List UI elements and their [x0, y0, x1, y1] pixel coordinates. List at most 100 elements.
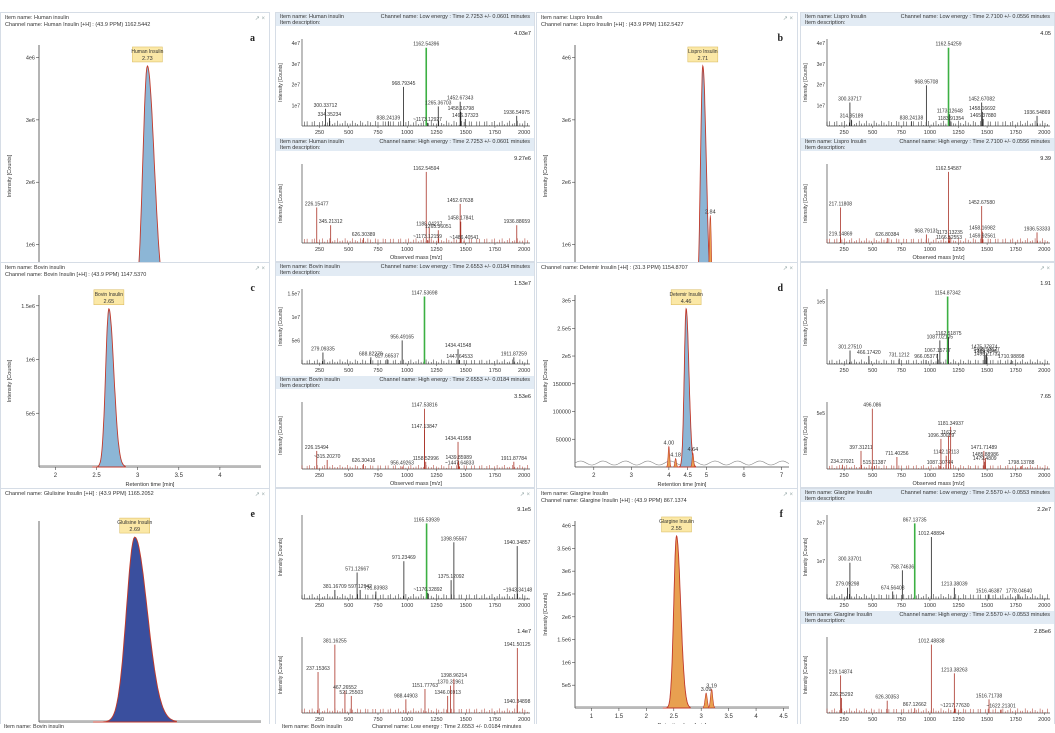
panel-window-controls-icon[interactable]: ↗ ×: [782, 266, 793, 272]
x-tick-label: 1000: [924, 717, 936, 723]
x-tick-label: 2000: [518, 247, 530, 253]
peak-mz-label: 226.25292: [830, 692, 854, 698]
minor-peak-label: 3.09: [701, 687, 712, 693]
peak-retention-time: 2.55: [671, 526, 682, 532]
main-peak: [676, 307, 696, 468]
x-tick-label: 2000: [1038, 130, 1050, 136]
y-tick-label: 3e6: [562, 118, 571, 124]
y-axis-label: Intensity [Counts]: [543, 593, 549, 636]
y-tick-label: 3e6: [562, 569, 571, 575]
x-tick-label: 2: [592, 473, 596, 479]
max-intensity-label: 9.27e6: [514, 156, 531, 162]
x-tick-label: 500: [344, 247, 353, 253]
peak-mz-label: 1012.48894: [918, 531, 945, 537]
peak-mz-label: 956.49263: [390, 461, 414, 467]
spectrum-item-name: Item name: Human insulin: [280, 139, 344, 145]
x-tick-label: 1250: [952, 717, 964, 723]
panel-window-controls-icon[interactable]: ↗ ×: [1039, 266, 1050, 272]
peak-mz-label: 1398.96214: [441, 673, 468, 679]
y-tick-label: 3e6: [26, 118, 35, 124]
y-tick-label: 1e6: [26, 358, 35, 364]
peak-mz-label: 1479.4809: [973, 456, 997, 462]
x-tick-label: 500: [344, 473, 353, 479]
spectrum-plot: 1e7 2e7 3e7 4e7 250 500 750 1000 1250 1500 1750 200…: [803, 39, 1050, 136]
peak-mz-label: 1346.06913: [434, 690, 461, 696]
x-tick-label: 250: [315, 247, 324, 253]
peak-retention-time: 2.69: [129, 527, 140, 533]
x-tick-label: 2000: [518, 130, 530, 136]
panel-letter-label: c: [250, 283, 255, 294]
y-tick-label: 3e7: [292, 62, 301, 68]
peak-mz-label: 1941.50125: [504, 642, 531, 648]
peak-mz-label: 571.12667: [345, 567, 369, 573]
x-tick-label: 4: [754, 714, 758, 720]
peak-mz-label: 1265.36703: [425, 100, 452, 106]
spectrum-header: Item name: Human insulin Channel name: Lo…: [276, 13, 534, 26]
peak-mz-label: 1798.13788: [1008, 460, 1035, 466]
x-tick-label: 1250: [430, 717, 442, 723]
peak-mz-label: 1499.21732: [974, 351, 1001, 357]
x-tick-label: 1000: [401, 603, 413, 609]
peak-mz-label: 968.79131: [915, 228, 939, 234]
y-tick-label: 1e6: [562, 243, 571, 249]
peak-mz-label: 1147.13847: [411, 424, 437, 430]
panel-window-controls-icon[interactable]: ↗ ×: [519, 492, 530, 498]
y-tick-label: 1.5e7: [287, 292, 300, 298]
peak-mz-label: 521.25503: [339, 690, 363, 696]
panel-window-controls-icon[interactable]: ↗ ×: [782, 16, 793, 22]
chromatogram-plot: 2 3 4 4.5 5 6 7 50000 100000 150000 2e5 2.5e5 3e5 Ret…: [543, 289, 790, 488]
minor-peak-label: 2.84: [705, 209, 716, 215]
max-intensity-label: 4.05: [1040, 31, 1051, 37]
x-tick-label: 2000: [1038, 717, 1050, 723]
x-axis-label: Retention time [min]: [658, 482, 707, 488]
peak-mz-label: 1485.88986: [972, 452, 999, 458]
x-tick-label: 1750: [1010, 130, 1022, 136]
peak-mz-label: 1495.93627: [973, 347, 1000, 353]
peak-mz-label: 838.24138: [900, 115, 924, 121]
y-axis-label: Intensity [Counts]: [7, 359, 13, 402]
max-intensity-label: 1.4e7: [517, 629, 531, 635]
noise-peaks: [301, 359, 528, 364]
y-tick-label: 1.5e6: [21, 304, 35, 310]
spectrum-plot: 250 500 750 1000 1250 1500 1750 2000 Intensity […: [278, 164, 530, 261]
x-tick-label: 1500: [981, 130, 993, 136]
peak-mz-label: 1142.17113: [933, 450, 959, 456]
x-tick-label: 1750: [489, 717, 501, 723]
peak-mz-label: 1087.02105: [927, 334, 954, 340]
peak-mz-label: 988.44903: [394, 693, 418, 699]
chromatogram-panel-f: ↗ × Item name: Glargine Insulin Channel na…: [536, 488, 798, 733]
y-axis-label: Intensity [Counts]: [803, 537, 809, 576]
x-tick-label: 2000: [518, 717, 530, 723]
y-axis-label: Intensity [Counts]: [278, 184, 284, 223]
peak-mz-label: 1452.67082: [968, 97, 995, 103]
minor-peak-label: 4.00: [664, 440, 675, 446]
peak-mz-label: 1452.67580: [968, 200, 995, 206]
y-tick-label: 4e6: [26, 55, 35, 61]
peak-mz-label: 397.31211: [849, 445, 872, 451]
panel-window-controls-icon[interactable]: ↗ ×: [254, 266, 265, 272]
peak-mz-label: 1516.71738: [976, 693, 1003, 699]
item-description-label: Item description:: [805, 618, 846, 624]
peak-mz-label: 758.74636: [891, 564, 915, 570]
panel-window-controls-icon[interactable]: ↗ ×: [254, 16, 265, 22]
x-tick-label: 2: [645, 714, 649, 720]
peak-annotation-box: [670, 289, 702, 306]
x-tick-label: 750: [897, 603, 906, 609]
x-tick-label: 2000: [518, 603, 530, 609]
y-tick-label: 100000: [553, 410, 571, 416]
main-peak: [93, 536, 177, 723]
x-tick-label: 750: [897, 473, 906, 479]
peak-mz-label: ~1217.77630: [940, 703, 970, 709]
panel-window-controls-icon[interactable]: ↗ ×: [782, 492, 793, 498]
max-intensity-label: 9.1e5: [517, 507, 531, 513]
peak-mz-label: 1778.04640: [1006, 588, 1033, 594]
x-tick-label: 2000: [518, 368, 530, 374]
x-tick-label: 2000: [1038, 603, 1050, 609]
x-tick-label: 3.5: [724, 714, 733, 720]
panel-window-controls-icon[interactable]: ↗ ×: [254, 492, 265, 498]
x-tick-label: 1000: [924, 130, 936, 136]
x-tick-label: 500: [868, 130, 877, 136]
x-tick-label: 1500: [981, 717, 993, 723]
peak-mz-label: 1447.64533: [446, 354, 473, 360]
